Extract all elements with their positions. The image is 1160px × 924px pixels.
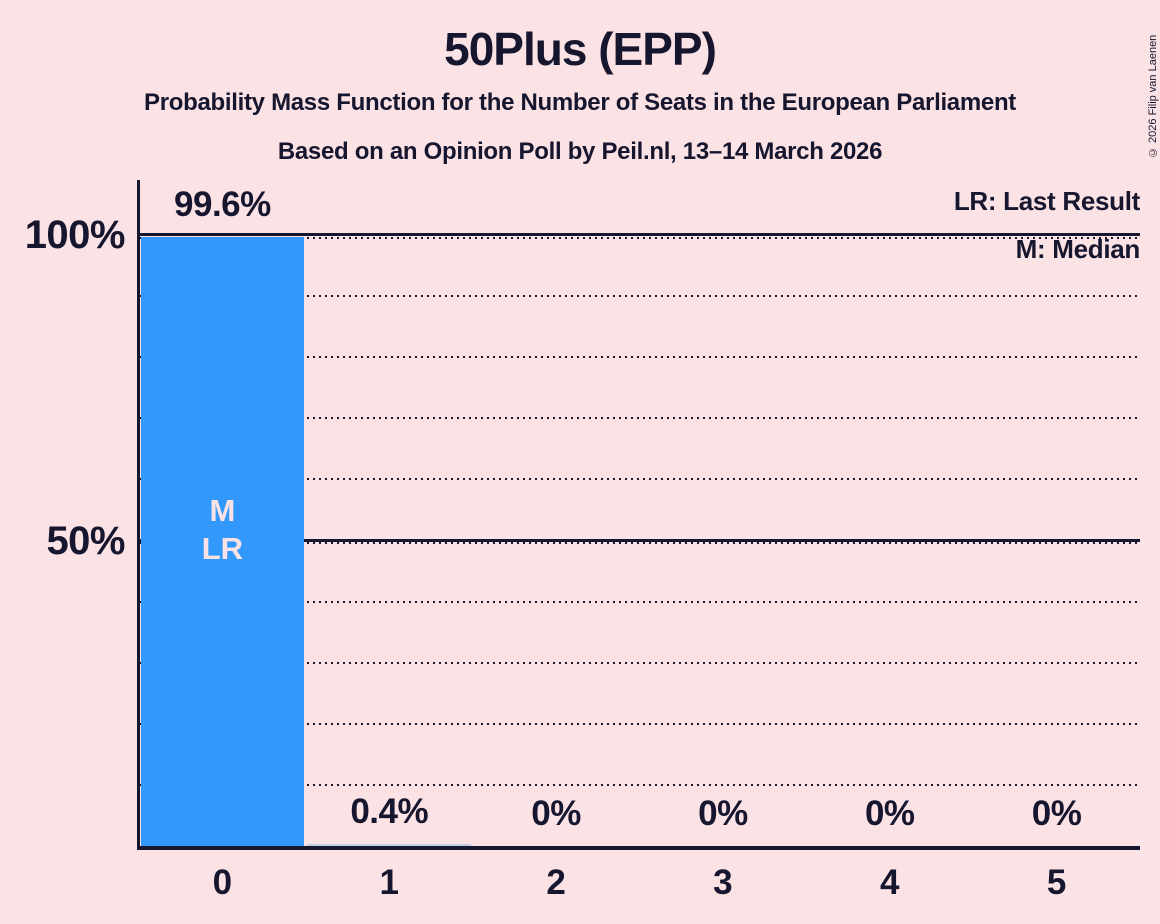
y-tick-label-100: 100%	[24, 213, 126, 257]
gridline-major-dots-100	[139, 236, 1137, 239]
seat-label-5: 5	[1046, 863, 1067, 902]
y-tick-label-50: 50%	[46, 518, 125, 563]
gridline-major-dots-50	[139, 542, 1137, 544]
legend-last-result: LR: Last Result	[953, 186, 1140, 216]
chart-title: 50Plus (EPP)	[444, 23, 717, 75]
y-axis-line	[137, 180, 140, 849]
gridline-dotted-90	[139, 295, 1137, 298]
seat-label-2: 2	[546, 863, 566, 902]
gridline-dotted-60	[139, 478, 1137, 481]
value-label-seat-2: 0%	[531, 794, 581, 833]
value-label-seat-1: 0.4%	[350, 791, 429, 831]
chart-subtitle: Probability Mass Function for the Number…	[143, 89, 1016, 116]
value-label-seat-4: 0%	[864, 794, 915, 833]
gridline-dotted-80	[139, 356, 1137, 359]
gridline-dotted-40	[139, 600, 1137, 603]
x-axis-line	[137, 846, 1140, 850]
seat-label-0: 0	[212, 863, 233, 902]
median-last-result-marker: M LR	[201, 493, 244, 566]
value-label-seat-5: 0%	[1031, 794, 1082, 833]
gridline-solid-50	[137, 538, 1140, 542]
gridline-dotted-30	[139, 661, 1137, 664]
seat-label-1: 1	[379, 863, 399, 902]
value-label-seat-3: 0%	[698, 794, 748, 833]
gridline-dotted-10	[139, 783, 1137, 786]
seat-label-4: 4	[880, 863, 900, 902]
gridline-dotted-20	[139, 722, 1137, 725]
gridline-dotted-70	[139, 417, 1137, 420]
legend-median: M: Median	[1015, 234, 1141, 264]
chart-poll-info: Based on an Opinion Poll by Peil.nl, 13–…	[277, 138, 883, 165]
value-label-seat-0: 99.6%	[174, 185, 271, 225]
bar-seat-0	[140, 237, 305, 846]
bar-seat-1	[307, 843, 472, 846]
gridline-solid-100	[137, 233, 1140, 236]
seat-label-3: 3	[713, 863, 733, 902]
